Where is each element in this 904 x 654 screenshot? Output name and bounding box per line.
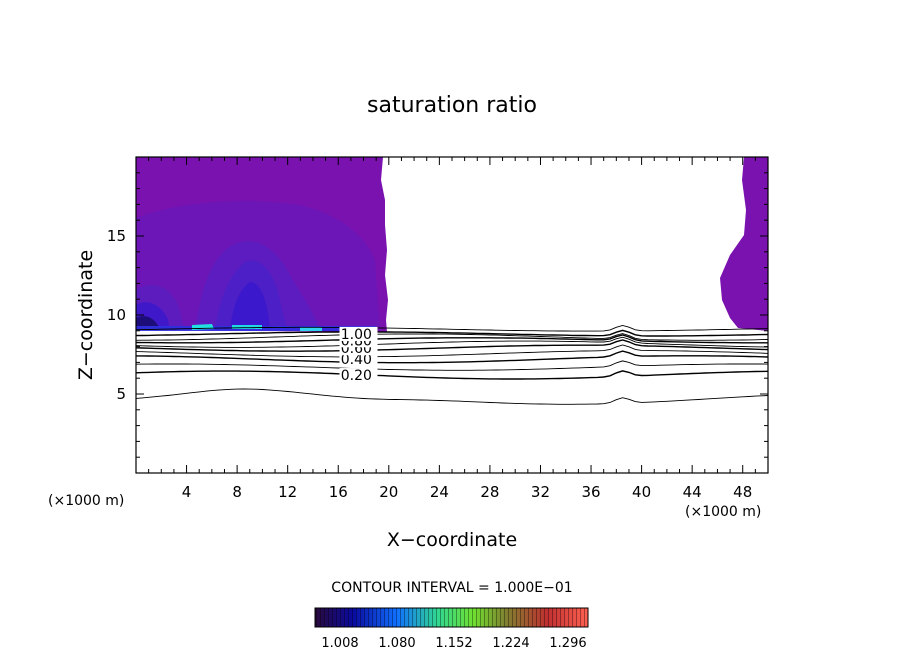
fill-region-left [136,157,388,332]
fill-region-right [720,157,768,331]
contour-line [135,344,769,358]
contour-label-bg [339,326,378,341]
contour-line [135,388,769,405]
x-tick-label: 32 [531,483,550,501]
x-tick-label: 4 [182,483,192,501]
contour-label: 0.40 [341,352,372,368]
x-tick-label: 40 [632,483,651,501]
x-axis-title: X−coordinate [387,529,517,551]
contour-label-bg [339,368,378,383]
x-axis-unit-right: (×1000 m) [685,504,761,520]
x-tick-label: 12 [278,483,297,501]
contour-interval-label: CONTOUR INTERVAL = 1.000E−01 [331,580,572,596]
colorbar-label: 1.224 [492,636,529,651]
x-tick-label: 24 [430,483,449,501]
y-tick-label: 5 [116,385,126,403]
colorbar-label: 1.152 [435,636,472,651]
colorbar-label: 1.008 [321,636,358,651]
contour-line [135,360,769,371]
x-tick-label: 20 [379,483,398,501]
contour-line [136,329,769,337]
chart-title: saturation ratio [367,93,537,118]
x-tick-label: 16 [329,483,348,501]
contour-line [135,370,769,380]
y-axis-ticks: 5 10 15 [107,172,768,458]
contour-lines: 0.200.400.600.801.00 [135,325,769,405]
colorbar-labels: 1.008 1.080 1.152 1.224 1.296 [321,636,586,651]
x-axis-unit-left: (×1000 m) [48,493,124,509]
x-tick-label: 48 [733,483,752,501]
colorbar-label: 1.080 [378,636,415,651]
contour-line [135,333,769,341]
x-tick-label: 44 [683,483,702,501]
x-tick-label: 8 [232,483,242,501]
x-axis-ticks: 4 8 12 16 20 24 28 32 36 40 44 48 [148,157,756,501]
y-tick-label: 10 [107,306,126,324]
contour-line [135,334,768,344]
contour-line [135,336,769,348]
contour-line [135,339,769,352]
y-axis-title: Z−coordinate [75,250,97,380]
x-tick-label: 36 [581,483,600,501]
contour-label: 0.20 [341,368,372,384]
y-tick-label: 15 [107,227,126,245]
contour-label: 1.00 [341,327,372,343]
colorbar-label: 1.296 [549,636,586,651]
colorbar [314,607,589,628]
contour-label-bg [339,352,378,367]
x-tick-label: 28 [480,483,499,501]
contour-line [136,350,769,364]
contour-line [135,325,769,332]
